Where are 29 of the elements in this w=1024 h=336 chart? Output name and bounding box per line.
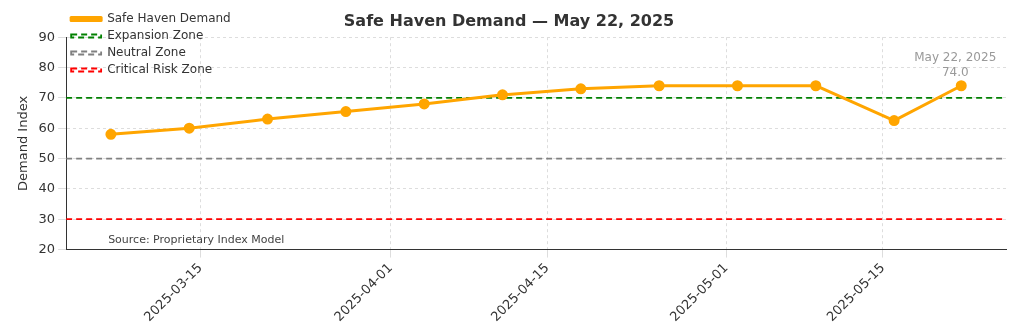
annotation: Source: Proprietary Index Model — [108, 232, 285, 246]
point — [731, 80, 743, 92]
point — [955, 80, 967, 92]
chart-title: Safe Haven Demand — May 22, 2025 — [343, 10, 675, 30]
point — [653, 80, 665, 92]
point — [183, 122, 195, 134]
y-tick-label: 20 — [38, 240, 56, 256]
legend-label: Critical Risk Zone — [107, 62, 213, 77]
y-tick-label: 70 — [38, 89, 56, 105]
y-tick-label: 90 — [38, 28, 56, 44]
legend-label: Expansion Zone — [107, 28, 204, 43]
y-tick-label: 40 — [38, 180, 56, 196]
point — [262, 113, 274, 125]
point — [497, 89, 509, 101]
legend-label: Neutral Zone — [107, 45, 186, 60]
y-tick-label: 30 — [38, 210, 56, 226]
point — [888, 115, 900, 127]
point — [105, 128, 117, 140]
y-tick-label: 60 — [38, 119, 56, 135]
point — [418, 98, 430, 110]
y-axis-title: Demand Index — [15, 95, 31, 191]
point — [810, 80, 822, 92]
y-tick-label: 80 — [38, 58, 56, 74]
annotation: 74.0 — [941, 64, 969, 79]
point — [340, 106, 352, 118]
annotation: May 22, 2025 — [914, 49, 997, 64]
y-tick-label: 50 — [38, 149, 56, 165]
legend-label: Safe Haven Demand — [107, 11, 231, 26]
point — [575, 83, 587, 95]
